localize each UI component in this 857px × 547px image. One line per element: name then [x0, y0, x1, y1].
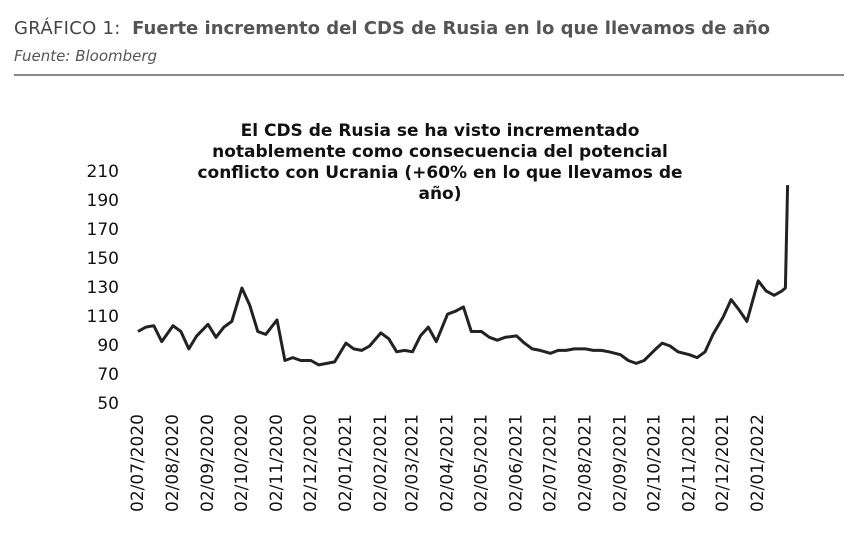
x-tick-label: 02/11/2021 [679, 414, 699, 512]
x-tick-label: 02/07/2020 [128, 414, 148, 512]
y-tick-label: 190 [87, 191, 119, 211]
x-tick-label: 02/12/2021 [713, 414, 733, 512]
header: GRÁFICO 1: Fuerte incremento del CDS de … [14, 18, 770, 39]
x-tick-label: 02/11/2020 [267, 414, 287, 512]
x-tick-label: 02/08/2020 [163, 414, 183, 512]
x-tick-label: 02/03/2021 [403, 414, 423, 512]
source: Fuente: Bloomberg [14, 47, 158, 65]
x-tick-label: 02/08/2021 [575, 414, 595, 512]
x-tick-label: 02/09/2020 [198, 414, 218, 512]
x-tick-label: 02/04/2021 [438, 414, 458, 512]
x-tick-label: 02/02/2021 [371, 414, 391, 512]
y-tick-label: 110 [87, 307, 119, 327]
x-tick-label: 02/09/2021 [610, 414, 630, 512]
chart-title: El CDS de Rusia se ha visto incrementado… [197, 121, 683, 204]
y-tick-label: 210 [87, 162, 119, 182]
y-tick-label: 70 [97, 365, 119, 385]
y-tick-label: 170 [87, 220, 119, 240]
x-tick-label: 02/01/2022 [748, 414, 768, 512]
y-tick-label: 150 [87, 249, 119, 269]
y-tick-label: 50 [97, 394, 119, 414]
figure-label: GRÁFICO 1: [14, 18, 121, 39]
x-tick-label: 02/10/2020 [232, 414, 252, 512]
x-tick-label: 02/07/2021 [540, 414, 560, 512]
x-tick-label: 02/12/2020 [301, 414, 321, 512]
x-tick-label: 02/05/2021 [471, 414, 491, 512]
x-tick-label: 02/06/2021 [506, 414, 526, 512]
x-tick-label: 02/01/2021 [336, 414, 356, 512]
divider [14, 74, 844, 76]
x-tick-label: 02/10/2021 [644, 414, 664, 512]
y-tick-label: 90 [97, 336, 119, 356]
figure-title: Fuerte incremento del CDS de Rusia en lo… [132, 18, 770, 39]
y-tick-label: 130 [87, 278, 119, 298]
line [137, 185, 790, 367]
